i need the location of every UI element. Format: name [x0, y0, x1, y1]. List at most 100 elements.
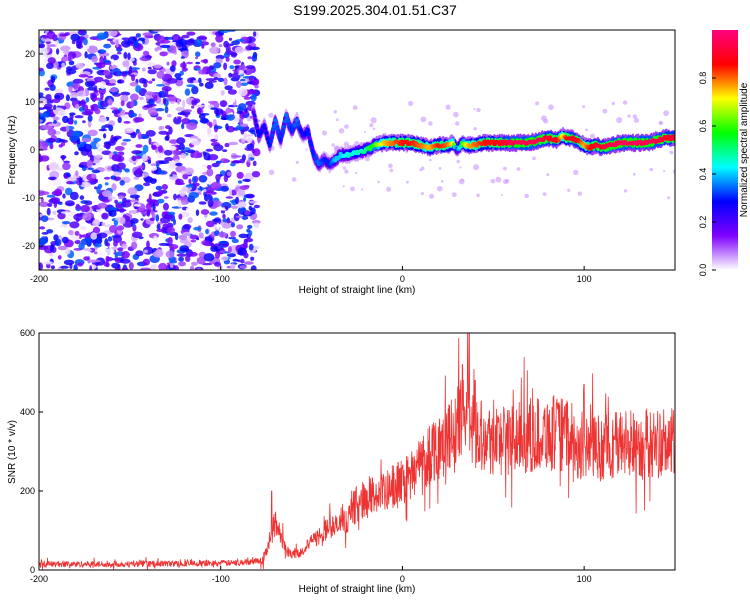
- scatter-point: [440, 180, 444, 183]
- scatter-point: [476, 107, 481, 113]
- noise-blob: [131, 231, 143, 238]
- noise-blob: [237, 201, 247, 209]
- noise-blob: [39, 119, 43, 123]
- scatter-point: [389, 168, 394, 173]
- scatter-point: [355, 172, 358, 175]
- noise-blob: [39, 107, 45, 111]
- noise-blob: [63, 160, 70, 164]
- noise-blob: [232, 258, 239, 262]
- noise-blob: [250, 93, 257, 102]
- noise-blob: [94, 242, 102, 248]
- noise-blob: [103, 69, 110, 76]
- scatter-point: [429, 158, 432, 162]
- noise-blob: [93, 85, 98, 92]
- noise-blob: [87, 167, 94, 171]
- noise-blob: [203, 152, 211, 161]
- scatter-point: [473, 108, 476, 111]
- noise-blob: [77, 262, 84, 267]
- noise-blob: [239, 265, 247, 269]
- noise-blob: [66, 181, 74, 185]
- noise-blob: [207, 133, 213, 138]
- noise-blob: [200, 209, 210, 215]
- signal-segment: [270, 133, 274, 138]
- y-tick-label: -10: [22, 193, 35, 203]
- noise-blob: [163, 196, 169, 199]
- noise-blob: [73, 213, 84, 221]
- noise-blob: [57, 167, 65, 172]
- noise-blob: [69, 221, 80, 229]
- noise-blob: [128, 199, 139, 203]
- noise-blob: [106, 242, 110, 247]
- noise-blob: [113, 220, 119, 226]
- scatter-point: [370, 117, 377, 124]
- scatter-point: [451, 192, 457, 198]
- noise-blob: [81, 137, 92, 143]
- noise-blob: [149, 165, 158, 171]
- noise-blob: [166, 113, 172, 118]
- noise-blob: [142, 32, 153, 37]
- noise-blob: [181, 201, 187, 206]
- noise-blob: [75, 62, 85, 70]
- snr-plot-area: [39, 333, 675, 570]
- noise-blob: [109, 88, 118, 93]
- noise-blob: [230, 222, 235, 228]
- noise-blob: [215, 174, 221, 181]
- scatter-point: [369, 123, 374, 128]
- noise-blob: [167, 237, 173, 245]
- scatter-point: [335, 118, 339, 122]
- noise-blob: [129, 194, 140, 199]
- noise-blob: [230, 263, 236, 270]
- chart-title: S199.2025.304.01.51.C37: [293, 2, 457, 18]
- noise-blob: [234, 46, 245, 54]
- noise-blob: [252, 31, 257, 37]
- noise-blob: [186, 61, 194, 65]
- noise-blob: [166, 226, 175, 234]
- noise-blob: [181, 44, 188, 51]
- noise-blob: [239, 64, 246, 72]
- snr-line: [39, 333, 675, 570]
- noise-blob: [145, 55, 152, 59]
- signal-segment: [325, 159, 330, 164]
- noise-blob: [230, 77, 240, 82]
- noise-blob: [96, 251, 104, 256]
- noise-blob: [121, 39, 132, 48]
- noise-blob: [57, 212, 66, 220]
- noise-blob: [159, 217, 171, 224]
- noise-blob: [111, 58, 115, 66]
- y-tick-label: 0: [30, 565, 35, 575]
- noise-blob: [181, 67, 188, 72]
- signal-segment: [275, 126, 280, 131]
- noise-blob: [186, 149, 196, 154]
- noise-blob: [198, 77, 202, 84]
- noise-blob: [158, 130, 168, 135]
- signal-segment: [284, 113, 289, 117]
- scatter-point: [338, 128, 345, 134]
- noise-blob: [208, 154, 219, 161]
- noise-blob: [216, 222, 220, 230]
- noise-blob: [219, 109, 223, 114]
- scatter-point: [611, 101, 615, 106]
- scatter-point: [627, 114, 631, 118]
- noise-blob: [211, 219, 220, 222]
- noise-blob: [131, 155, 137, 162]
- noise-blob: [244, 261, 254, 265]
- noise-blob: [135, 250, 144, 257]
- noise-blob: [69, 112, 76, 116]
- scatter-point: [543, 118, 549, 124]
- noise-blob: [230, 162, 236, 167]
- noise-blob: [181, 123, 185, 130]
- scatter-point: [437, 185, 443, 192]
- noise-blob: [60, 265, 69, 269]
- noise-blob: [230, 73, 239, 78]
- noise-blob: [215, 35, 224, 43]
- noise-blob: [123, 127, 134, 134]
- noise-blob: [162, 223, 169, 228]
- noise-blob: [164, 105, 169, 114]
- colorbar-tick-label: 0.6: [698, 120, 708, 133]
- noise-blob: [57, 245, 68, 251]
- noise-blob: [205, 78, 216, 81]
- noise-blob: [180, 211, 191, 218]
- noise-blob: [246, 134, 254, 137]
- noise-blob: [203, 253, 215, 262]
